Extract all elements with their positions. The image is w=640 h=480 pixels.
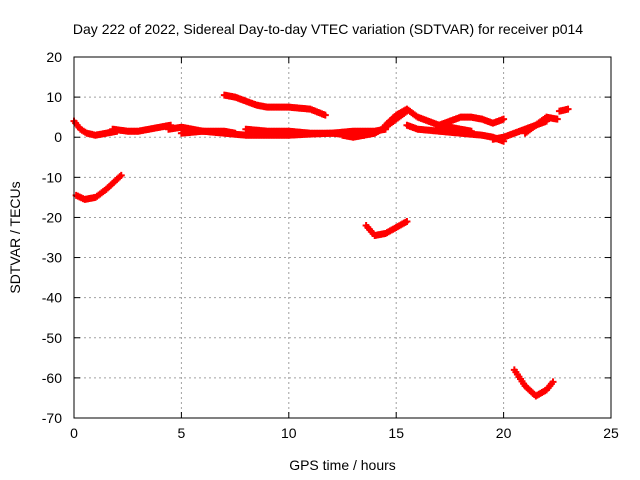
y-axis-title: SDTVAR / TECUs	[7, 181, 23, 293]
y-tick-label: -10	[42, 169, 62, 185]
series-arc-6	[220, 91, 329, 119]
x-tick-label: 0	[70, 425, 78, 441]
data-point	[553, 115, 561, 123]
x-tick-label: 25	[603, 425, 619, 441]
y-tick-label: -60	[42, 370, 62, 386]
y-tick-label: 10	[46, 89, 62, 105]
data-point	[117, 171, 125, 179]
x-tick-label: 20	[496, 425, 512, 441]
data-points	[70, 91, 572, 400]
y-tick-label: -30	[42, 250, 62, 266]
data-point	[549, 378, 557, 386]
data-point	[564, 105, 572, 113]
y-tick-label: -50	[42, 330, 62, 346]
y-tick-label: 20	[46, 49, 62, 65]
series-arc-16	[555, 105, 572, 115]
y-tick-label: -40	[42, 290, 62, 306]
series-arc-3	[72, 171, 125, 203]
y-tick-label: -20	[42, 209, 62, 225]
y-tick-label: 0	[54, 129, 62, 145]
axis-ticks: 0 5 10 15 20 25 -70 -60 -50 -40 -30 -20 -10 0 10 20	[42, 49, 619, 441]
series-arc-14	[510, 366, 557, 400]
data-point	[321, 111, 329, 119]
series-arc-9	[362, 217, 411, 239]
series-arc-12	[435, 113, 508, 129]
data-point	[500, 115, 508, 123]
x-tick-label: 15	[388, 425, 404, 441]
data-point	[403, 217, 411, 225]
series-arc-15	[521, 113, 561, 137]
x-axis-title: GPS time / hours	[289, 457, 396, 473]
plot-frame	[73, 56, 612, 419]
x-tick-label: 5	[178, 425, 186, 441]
x-tick-label: 10	[281, 425, 297, 441]
chart-title: Day 222 of 2022, Sidereal Day-to-day VTE…	[73, 21, 583, 37]
y-tick-label: -70	[42, 410, 62, 426]
